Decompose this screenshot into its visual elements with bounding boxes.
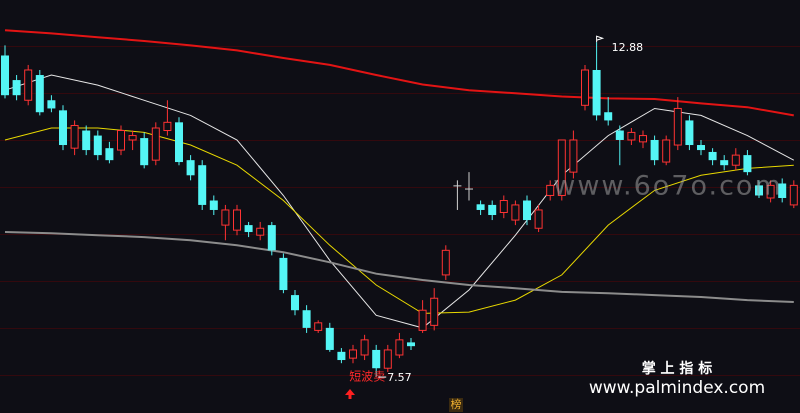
- candle-body: [453, 185, 462, 187]
- candle-body: [592, 69, 601, 116]
- candle-body: [476, 204, 485, 210]
- badge-bg: [449, 398, 463, 412]
- candle-body: [256, 227, 265, 236]
- candle-body: [465, 188, 473, 190]
- candle-body: [279, 257, 288, 291]
- candle-body: [163, 121, 172, 132]
- signal-label: 短波卖: [349, 370, 385, 384]
- moving-average-line: [4, 74, 795, 329]
- moving-average-line: [4, 127, 794, 314]
- candle-body: [755, 185, 763, 196]
- candle-body: [662, 139, 671, 163]
- candle-body: [209, 200, 218, 210]
- candle-body: [372, 349, 381, 369]
- candle-body: [325, 327, 334, 350]
- badge[interactable]: 榜: [451, 397, 462, 411]
- candle-body: [59, 110, 67, 146]
- candle-body: [24, 69, 33, 101]
- candle-body: [267, 225, 276, 251]
- candle-body: [766, 184, 775, 199]
- signal-arrow: [345, 389, 355, 399]
- candle-body: [291, 295, 299, 311]
- high-flag: [596, 35, 605, 43]
- candle-body: [314, 322, 323, 331]
- candle-body: [35, 75, 44, 113]
- candle-body: [430, 297, 439, 326]
- brand-url: www.palmindex.com: [589, 378, 765, 398]
- candle-body: [697, 145, 705, 151]
- candle-body: [789, 184, 798, 206]
- candle-body: [198, 165, 207, 205]
- candle-body: [685, 120, 694, 146]
- candle-body: [673, 107, 682, 146]
- candle-body: [117, 130, 125, 151]
- candle-body: [360, 339, 369, 356]
- candle-body: [720, 160, 729, 166]
- candle-body: [337, 351, 346, 361]
- candle-body: [511, 204, 520, 221]
- candle-body: [488, 204, 497, 216]
- candle-body: [151, 127, 160, 161]
- moving-average-line: [4, 231, 794, 303]
- candle-body: [534, 209, 543, 229]
- candle-body: [615, 130, 624, 140]
- candle-body: [581, 69, 589, 106]
- candle-body: [708, 151, 717, 161]
- brand: 掌 上 指 标: [642, 360, 713, 377]
- candle-body: [93, 135, 102, 156]
- candle-body: [743, 155, 752, 173]
- candle-body: [778, 183, 787, 198]
- candle-body: [47, 100, 56, 109]
- candle-body: [627, 131, 636, 141]
- high-label: 12.88: [612, 41, 644, 54]
- candle-body: [604, 112, 613, 121]
- candle-body: [407, 342, 415, 347]
- candle-body: [395, 339, 404, 356]
- watermark: www.6o7o.com: [553, 171, 783, 202]
- low-label: 7.57: [387, 371, 412, 384]
- candle-body: [70, 124, 79, 149]
- candle-body: [186, 160, 195, 176]
- candle-body: [244, 225, 253, 233]
- candle-body: [128, 135, 137, 141]
- candle-body: [302, 310, 311, 328]
- candle-body: [650, 139, 659, 161]
- candle-body: [557, 139, 566, 196]
- candle-body: [639, 135, 647, 143]
- candle-body: [499, 200, 508, 213]
- candle-body: [1, 55, 9, 96]
- candle-body: [441, 249, 450, 276]
- candle-body: [523, 200, 531, 221]
- moving-average-line: [4, 29, 794, 117]
- candle-body: [349, 349, 357, 359]
- candle-body: [569, 139, 578, 173]
- candle-body: [82, 130, 91, 151]
- candle-body: [105, 148, 114, 161]
- candle-body: [221, 209, 230, 226]
- candle-body: [546, 184, 555, 196]
- candle-body: [418, 309, 427, 331]
- candle-body: [233, 209, 241, 231]
- candle-body: [12, 80, 21, 96]
- candle-body: [731, 154, 740, 166]
- candle-body: [383, 349, 392, 369]
- candle-body: [140, 138, 149, 166]
- candle-body: [175, 122, 183, 163]
